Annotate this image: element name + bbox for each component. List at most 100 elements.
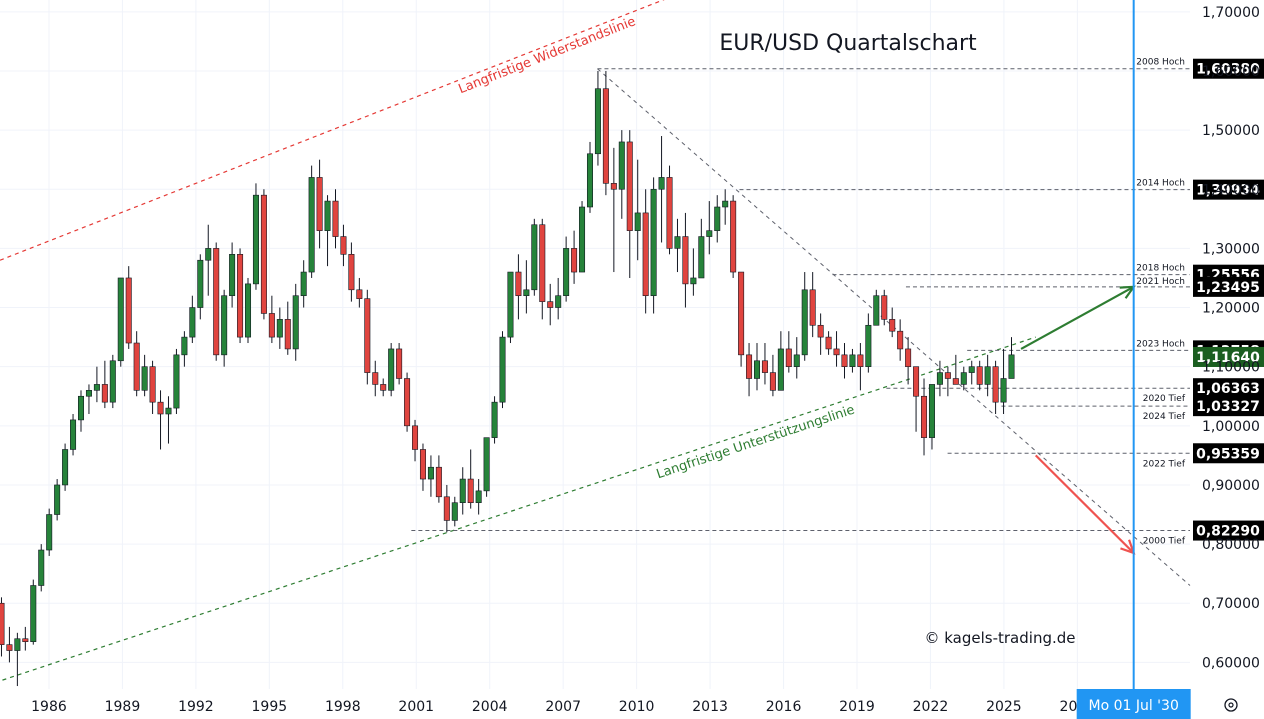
price-label-box	[1193, 520, 1264, 541]
candle-body	[913, 366, 920, 397]
candle-body	[324, 200, 331, 231]
candle-body	[833, 348, 840, 356]
candle-body	[165, 407, 172, 415]
candle-body	[6, 644, 13, 651]
y-tick-label: 1,60000	[1202, 64, 1260, 80]
x-tick-label: 1998	[325, 699, 361, 715]
candle-body	[984, 366, 991, 385]
candle-body	[396, 348, 403, 379]
candle-body	[515, 271, 522, 297]
candle-body	[921, 395, 928, 438]
candle-body	[213, 248, 220, 356]
candle-body	[571, 248, 578, 273]
x-tick-label: 2022	[913, 699, 949, 715]
candle-body	[205, 248, 212, 261]
candle-body	[722, 200, 729, 208]
candle-body	[149, 366, 156, 403]
level-note: 2014 Hoch	[1136, 179, 1185, 189]
candle-body	[197, 259, 204, 308]
candle-body	[46, 514, 53, 551]
candle-body	[388, 348, 395, 391]
candle-body	[260, 194, 267, 314]
settings-button[interactable]	[1224, 698, 1238, 712]
candle-body	[117, 277, 124, 362]
candle-body	[650, 188, 657, 297]
candle-body	[14, 638, 21, 651]
candle-body	[316, 177, 323, 231]
level-note: 2018 Hoch	[1136, 264, 1185, 274]
candle-body	[491, 401, 498, 438]
candle-body	[730, 200, 737, 273]
candle-body	[356, 289, 363, 299]
candle-body	[62, 449, 69, 486]
candle-body	[579, 206, 586, 273]
level-note: 2000 Tief	[1143, 537, 1186, 547]
candle-body	[881, 295, 888, 320]
price-label-box	[1193, 396, 1264, 417]
candle-body	[610, 183, 617, 190]
candle-body	[419, 449, 426, 480]
x-tick-label: 2013	[692, 699, 728, 715]
candle-body	[268, 313, 275, 338]
level-note: 2024 Tief	[1143, 412, 1186, 422]
price-label-box	[1193, 443, 1264, 464]
price-label: 1,06363	[1196, 381, 1260, 397]
projection-arrow	[1020, 285, 1135, 350]
candle-body	[38, 549, 45, 586]
price-label: 1,60380	[1196, 62, 1260, 78]
candle-body	[809, 289, 816, 326]
candle-body	[769, 372, 776, 391]
price-label-box	[1193, 378, 1264, 399]
candle-body	[897, 330, 904, 350]
candle-body	[936, 372, 943, 385]
candle-body	[1008, 354, 1015, 379]
candle-body	[682, 236, 689, 285]
price-label-box	[1193, 179, 1264, 200]
candle-body	[435, 466, 442, 498]
candle-body	[690, 277, 697, 285]
candle-body	[674, 236, 681, 249]
x-tick-label: 2025	[986, 699, 1022, 715]
candle-body	[698, 236, 705, 279]
projection-arrow	[1034, 454, 1135, 554]
time-axis[interactable]: 1986 1989 1992 1995 1998 2001 2004 2007 2010 2013…	[31, 689, 1191, 719]
x-tick-label: 2001	[398, 699, 434, 715]
candle-body	[125, 277, 132, 344]
candle-body	[714, 206, 721, 231]
candle-body	[252, 194, 259, 285]
candle-body	[944, 372, 951, 379]
level-lines: 2008 Hoch 2014 Hoch 2018 Hoch 2021 Hoch 2023…	[411, 58, 1190, 547]
candle-body	[531, 224, 538, 291]
price-label-box	[1193, 276, 1264, 297]
candle-body	[952, 378, 959, 385]
candle-body	[563, 248, 570, 297]
candle-body	[586, 153, 593, 208]
candle-body	[93, 384, 100, 391]
candle-body	[189, 307, 196, 338]
candle-body	[555, 295, 562, 308]
candle-body	[157, 401, 164, 415]
candle-body	[284, 319, 291, 350]
candle-body	[928, 384, 935, 438]
watermark: © kagels-trading.de	[924, 629, 1075, 647]
trend-line	[2, 336, 1036, 681]
price-label: 1,11640	[1196, 350, 1260, 366]
candle-body	[761, 360, 768, 373]
candle-body	[602, 88, 609, 184]
x-tick-label: 2016	[766, 699, 802, 715]
support-line-label: Langfristige Unterstützungslinie	[655, 403, 857, 483]
chart-title: EUR/USD Quartalschart	[719, 31, 977, 56]
price-label: 1,39934	[1196, 183, 1260, 199]
candle-body	[793, 354, 800, 367]
candle-body	[499, 336, 506, 403]
candle-body	[618, 141, 625, 190]
price-axis[interactable]: 1,603801,399341,255561,234951,127581,116…	[1193, 5, 1264, 672]
candle-body	[300, 271, 307, 297]
candle-body	[380, 384, 387, 391]
candle-body	[865, 324, 872, 367]
candle-body	[889, 319, 896, 332]
price-label: 0,95359	[1196, 446, 1260, 462]
candle-body	[666, 177, 673, 249]
